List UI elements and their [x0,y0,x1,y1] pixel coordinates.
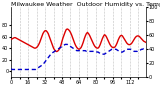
Text: Milwaukee Weather  Outdoor Humidity vs. Temperature Every 5 Minutes: Milwaukee Weather Outdoor Humidity vs. T… [11,2,160,7]
